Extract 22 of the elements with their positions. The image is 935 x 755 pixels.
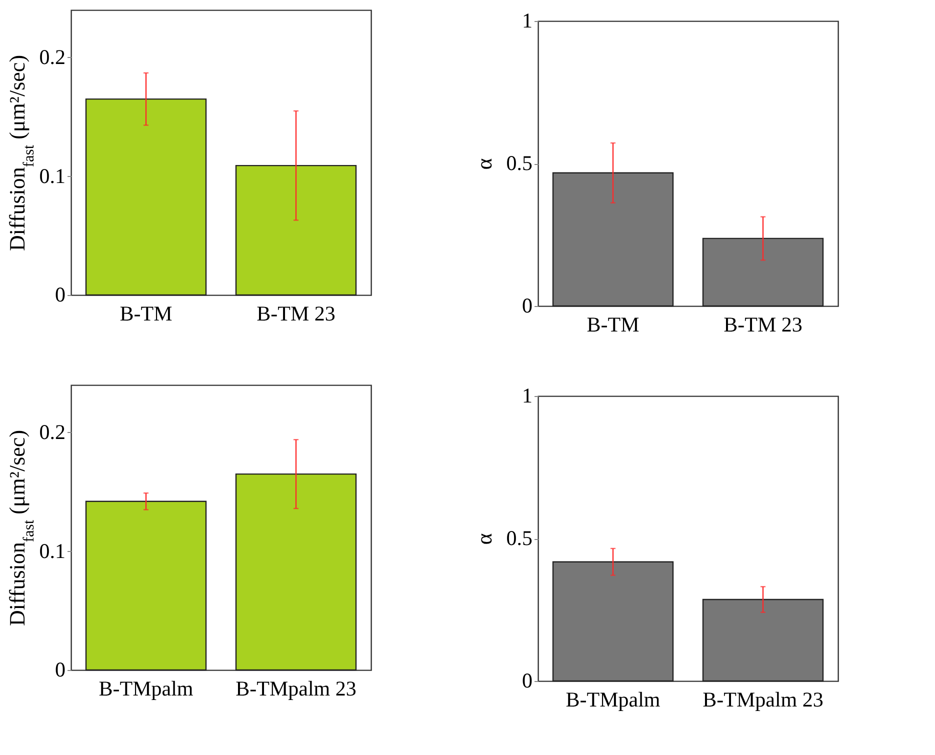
y-tick-label: 0.5: [506, 526, 532, 550]
y-tick-label: 1: [522, 384, 532, 408]
x-tick-label: B-TMpalm 23: [702, 688, 824, 712]
y-axis-title: α: [471, 532, 496, 545]
y-axis-title: α: [471, 158, 496, 170]
x-tick-label: B-TM 23: [724, 312, 802, 336]
x-tick-label: B-TMpalm: [566, 688, 660, 712]
x-tick-label: B-TMpalm: [98, 676, 194, 700]
x-tick-label: B-TM: [586, 312, 640, 336]
x-tick-label: B-TM 23: [256, 302, 336, 326]
y-tick-label: 0.2: [39, 45, 66, 69]
x-tick-label: B-TM: [120, 302, 173, 326]
y-tick-label: 0.1: [39, 164, 66, 188]
y-tick-label: 0.5: [506, 151, 532, 175]
y-tick-label: 0: [522, 668, 532, 692]
x-tick-label: B-TMpalm 23: [236, 676, 356, 700]
y-tick-label: 0.2: [39, 420, 66, 444]
y-tick-label: 1: [522, 8, 532, 32]
y-tick-label: 0: [55, 658, 66, 682]
y-tick-label: 0.1: [39, 538, 66, 563]
y-tick-label: 0: [522, 294, 532, 318]
y-tick-label: 0: [55, 282, 66, 306]
